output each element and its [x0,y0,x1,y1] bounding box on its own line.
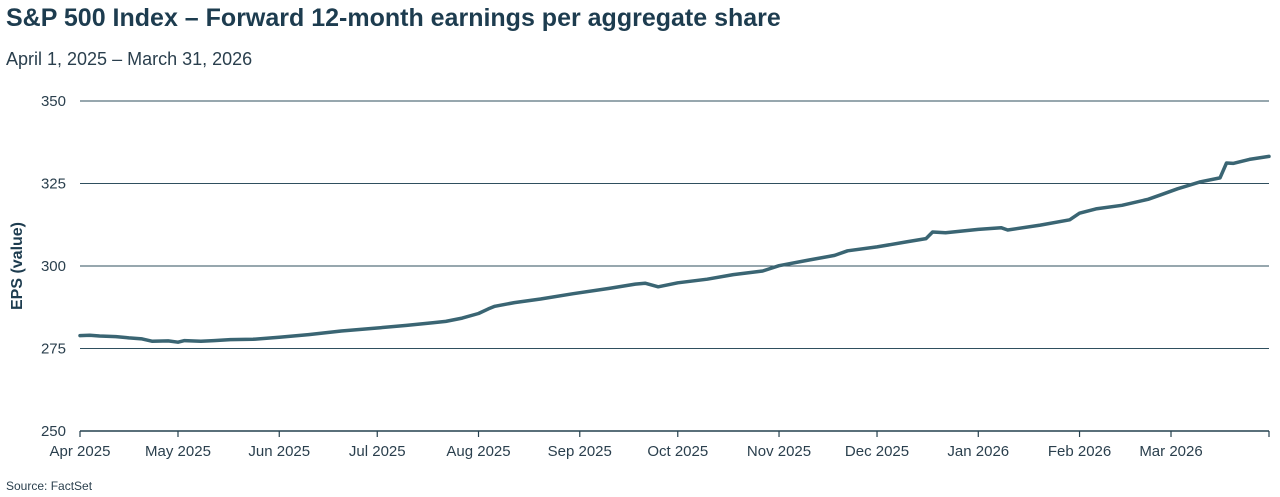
x-tick-label: Dec 2025 [845,443,909,460]
chart-title: S&P 500 Index – Forward 12-month earning… [6,4,781,32]
y-tick-label: 325 [41,176,66,193]
x-tick-label: Jul 2025 [349,443,406,460]
source-note: Source: FactSet [6,479,93,493]
x-tick-label: Feb 2026 [1048,443,1111,460]
y-tick-label: 300 [41,258,66,275]
x-tick-label: Oct 2025 [647,443,708,460]
x-tick-label: Jun 2025 [248,443,310,460]
y-tick-label: 275 [41,341,66,358]
gridlines [80,100,1269,432]
y-axis-label: EPS (value) [9,222,26,310]
chart-subtitle: April 1, 2025 – March 31, 2026 [6,49,253,69]
x-tick-label: Mar 2026 [1139,443,1202,460]
x-axis: Apr 2025 May 2025 Jun 2025 Jul 2025 Aug 2025… [50,431,1270,460]
y-tick-label: 250 [41,423,66,440]
y-tick-label: 350 [41,93,66,110]
series-lines [78,154,1271,344]
y-axis-ticks: 250 275 300 325 350 [41,93,66,440]
x-tick-label: Aug 2025 [446,443,510,460]
series-line-0 [78,154,1271,344]
x-tick-label: Apr 2025 [50,443,111,460]
x-tick-label: Jan 2026 [947,443,1009,460]
x-tick-label: May 2025 [145,443,211,460]
x-tick-label: Nov 2025 [747,443,811,460]
x-tick-label: Sep 2025 [548,443,612,460]
